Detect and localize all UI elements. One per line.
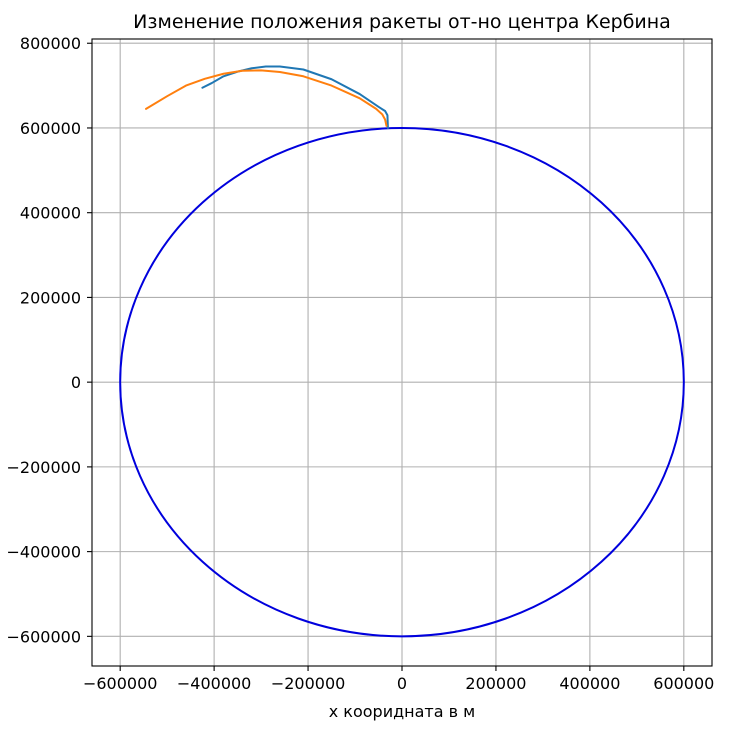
y-tick-label: 400000 — [20, 204, 81, 223]
trajectory-line-1 — [201, 65, 389, 129]
y-tick-label: 0 — [71, 373, 81, 392]
x-tick-label: −200000 — [271, 674, 345, 693]
x-tick-label: 0 — [397, 674, 407, 693]
trajectory-line-2 — [145, 69, 388, 127]
y-axis: −600000 −400000 −200000 0 200000 400000 600000… — [7, 34, 92, 646]
x-tick-label: 200000 — [465, 674, 526, 693]
x-axis: −600000 −400000 −200000 0 200000 400000 600000 — [83, 666, 714, 693]
x-tick-label: −600000 — [83, 674, 157, 693]
y-tick-label: 600000 — [20, 119, 81, 138]
kerbin-surface-circle — [119, 126, 685, 638]
y-tick-label: −600000 — [7, 627, 81, 646]
y-tick-label: −200000 — [7, 458, 81, 477]
y-tick-label: 800000 — [20, 34, 81, 53]
y-tick-label: −400000 — [7, 543, 81, 562]
series-group — [119, 65, 685, 638]
x-tick-label: 600000 — [653, 674, 714, 693]
x-tick-label: 400000 — [559, 674, 620, 693]
x-axis-label: x коориднатa в м — [329, 702, 475, 721]
y-tick-label: 200000 — [20, 288, 81, 307]
x-tick-label: −400000 — [177, 674, 251, 693]
chart-title: Изменение положения ракеты от-но центра … — [133, 11, 671, 33]
grid — [92, 39, 712, 666]
